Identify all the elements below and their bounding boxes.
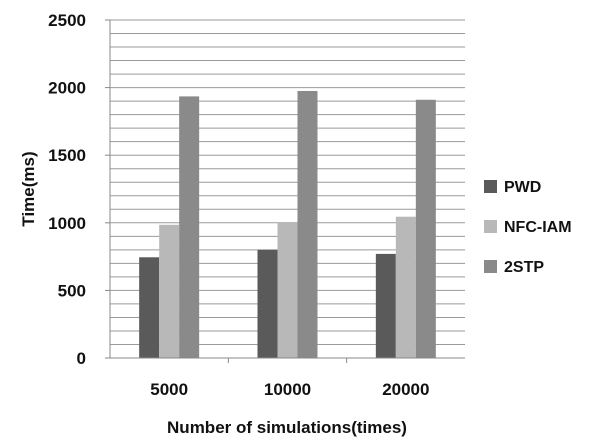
bar-nfc-iam-20000	[395, 216, 416, 358]
legend-label-nfc-iam: NFC-IAM	[504, 219, 572, 236]
bar-pwd-10000	[257, 249, 278, 358]
legend-swatch-nfc-iam	[484, 220, 497, 233]
bar-2stp-10000	[297, 90, 318, 358]
bar-nfc-iam-5000	[159, 224, 180, 358]
bar-2stp-20000	[415, 99, 436, 358]
y-tick-label: 1000	[48, 214, 86, 233]
y-tick-labels: 0 500 1000 1500 2000 2500	[48, 11, 110, 368]
legend-swatch-pwd	[484, 180, 497, 193]
y-tick-label: 2000	[48, 79, 86, 98]
y-axis-title: Time(ms)	[19, 151, 38, 226]
y-tick-label: 500	[58, 281, 86, 300]
y-tick-label: 1500	[48, 146, 86, 165]
bar-nfc-iam-10000	[277, 222, 298, 358]
legend-label-pwd: PWD	[504, 179, 541, 196]
y-tick-label: 2500	[48, 11, 86, 30]
x-tick-label: 20000	[382, 380, 429, 399]
x-axis-title: Number of simulations(times)	[167, 418, 407, 437]
legend-swatch-2stp	[484, 260, 497, 273]
bar-2stp-5000	[179, 96, 200, 358]
bar-pwd-5000	[139, 257, 160, 358]
legend-label-2stp: 2STP	[504, 259, 544, 276]
y-tick-label: 0	[77, 349, 86, 368]
x-tick-label: 10000	[264, 380, 311, 399]
x-tick-labels: 5000 10000 20000	[150, 358, 429, 399]
bar-pwd-20000	[375, 253, 396, 358]
legend: PWD NFC-IAM 2STP	[484, 179, 572, 276]
bars	[139, 90, 436, 358]
x-tick-label: 5000	[150, 380, 188, 399]
